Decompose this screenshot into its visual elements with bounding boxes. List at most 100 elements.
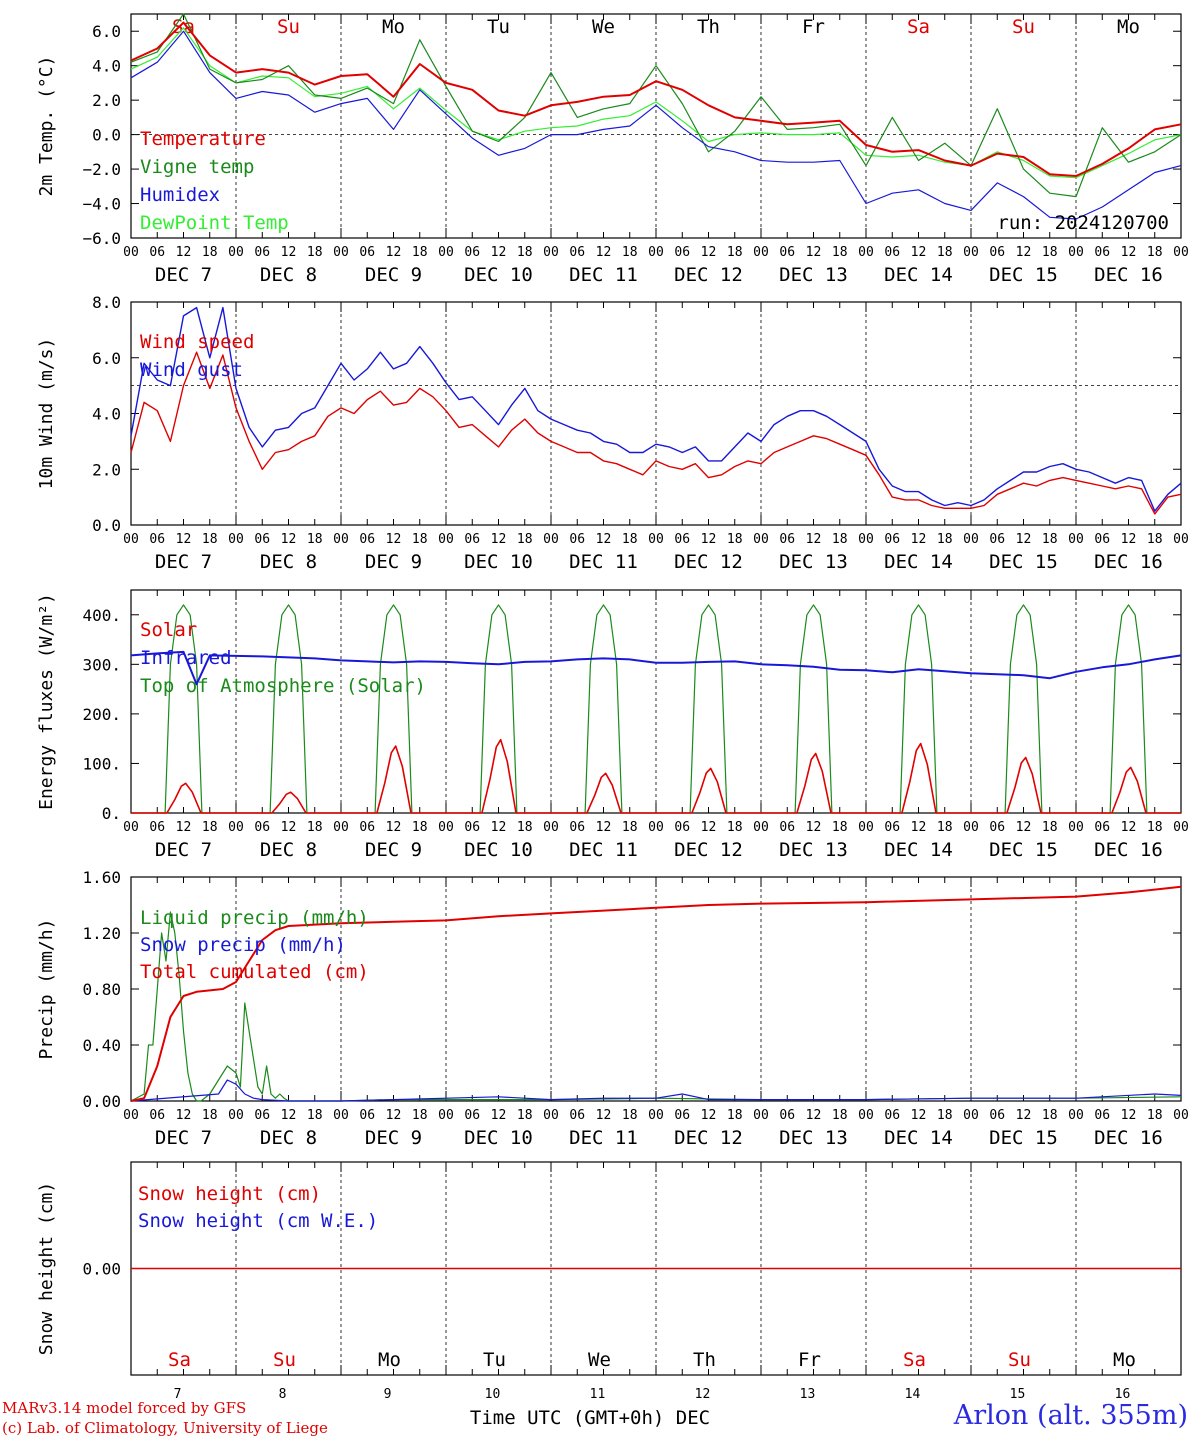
hour-tick-label: 12 [176,820,192,835]
day-name-top: Sa [907,16,930,38]
hour-tick-label: 00 [753,820,769,835]
hour-tick-label: 12 [596,1108,612,1123]
y-axis-label: Snow height (cm) [36,1182,57,1355]
hour-tick-label: 18 [727,532,743,547]
date-label: DEC 15 [989,264,1058,286]
hour-tick-label: 06 [884,532,900,547]
y-tick-label: −6.0 [82,229,121,248]
hour-tick-label: 18 [202,820,218,835]
y-tick-label: 2.0 [92,91,121,110]
wind-series-line [130,306,1182,512]
run-label: run: 2024120700 [997,212,1169,234]
hour-tick-label: 06 [254,532,270,547]
date-label: DEC 10 [464,551,533,573]
hour-tick-label: 12 [1016,1108,1032,1123]
hour-tick-label: 12 [491,820,507,835]
hour-tick-label: 12 [911,1108,927,1123]
day-name-bottom: Sa [168,1349,191,1371]
hour-tick-label: 06 [149,245,165,260]
hour-tick-label: 06 [149,820,165,835]
day-number: 10 [485,1387,501,1402]
day-number: 15 [1010,1387,1026,1402]
hour-tick-label: 18 [1147,820,1163,835]
hour-tick-label: 12 [176,1108,192,1123]
hour-tick-label: 00 [963,245,979,260]
hour-tick-label: 06 [569,1108,585,1123]
day-name-bottom: Su [273,1349,296,1371]
date-label: DEC 12 [674,551,743,573]
date-label: DEC 14 [884,1127,953,1149]
legend-entry: DewPoint Temp [140,212,289,234]
hour-tick-label: 00 [228,1108,244,1123]
hour-tick-label: 06 [674,820,690,835]
hour-tick-label: 00 [963,1108,979,1123]
hour-tick-label: 06 [359,532,375,547]
hour-tick-label: 06 [254,820,270,835]
hour-tick-label: 06 [359,245,375,260]
hour-tick-label: 00 [1068,820,1084,835]
hour-tick-label: 00 [1068,1108,1084,1123]
panel-frame [130,301,1182,526]
day-number: 11 [590,1387,606,1402]
hour-tick-label: 06 [989,1108,1005,1123]
hour-tick-label: 12 [386,1108,402,1123]
date-label: DEC 9 [365,551,422,573]
hour-tick-label: 00 [1173,1108,1189,1123]
hour-tick-label: 18 [307,820,323,835]
date-label: DEC 14 [884,264,953,286]
date-label: DEC 15 [989,551,1058,573]
hour-tick-label: 12 [596,820,612,835]
hour-tick-label: 00 [543,245,559,260]
hour-tick-label: 18 [832,532,848,547]
hour-tick-label: 00 [1173,532,1189,547]
date-label: DEC 14 [884,551,953,573]
hour-tick-label: 18 [1042,1108,1058,1123]
day-name-bottom: Su [1008,1349,1031,1371]
y-axis-label: 2m Temp. (°C) [36,56,57,197]
y-tick-label: 1.20 [82,924,121,943]
hour-tick-label: 06 [674,1108,690,1123]
hour-tick-label: 12 [1121,532,1137,547]
date-label: DEC 12 [674,264,743,286]
hour-tick-label: 12 [386,245,402,260]
hour-tick-label: 18 [1147,532,1163,547]
date-label: DEC 12 [674,839,743,861]
hour-tick-label: 06 [1094,532,1110,547]
hour-tick-label: 06 [1094,1108,1110,1123]
panel-frame [130,589,1182,814]
hour-tick-label: 00 [1173,245,1189,260]
hour-tick-label: 06 [254,245,270,260]
hour-tick-label: 18 [307,245,323,260]
solar-line [131,738,1181,814]
hour-tick-label: 12 [281,245,297,260]
y-tick-label: 4.0 [92,405,121,424]
day-name-bottom: Mo [1113,1349,1136,1371]
hour-tick-label: 00 [333,820,349,835]
hour-tick-label: 00 [648,820,664,835]
hour-tick-label: 12 [1121,245,1137,260]
legend-entry: Wind gust [140,359,243,381]
wind-series-line [130,351,1182,515]
hour-tick-label: 00 [753,245,769,260]
hour-tick-label: 12 [806,820,822,835]
hour-tick-label: 18 [937,245,953,260]
hour-tick-label: 06 [884,1108,900,1123]
hour-tick-label: 00 [123,245,139,260]
day-number: 8 [279,1387,287,1402]
date-label: DEC 7 [155,264,212,286]
hour-tick-label: 06 [464,245,480,260]
infrared-line [130,650,1182,686]
hour-tick-label: 06 [1094,820,1110,835]
date-label: DEC 8 [260,551,317,573]
date-label: DEC 7 [155,839,212,861]
hour-tick-label: 18 [517,532,533,547]
hour-tick-label: 12 [911,245,927,260]
legend-entry: Snow height (cm) [138,1183,321,1205]
hour-tick-label: 12 [596,245,612,260]
date-label: DEC 10 [464,1127,533,1149]
date-label: DEC 13 [779,551,848,573]
hour-tick-label: 18 [202,532,218,547]
date-label: DEC 10 [464,264,533,286]
hour-tick-label: 06 [149,532,165,547]
hour-tick-label: 00 [753,1108,769,1123]
